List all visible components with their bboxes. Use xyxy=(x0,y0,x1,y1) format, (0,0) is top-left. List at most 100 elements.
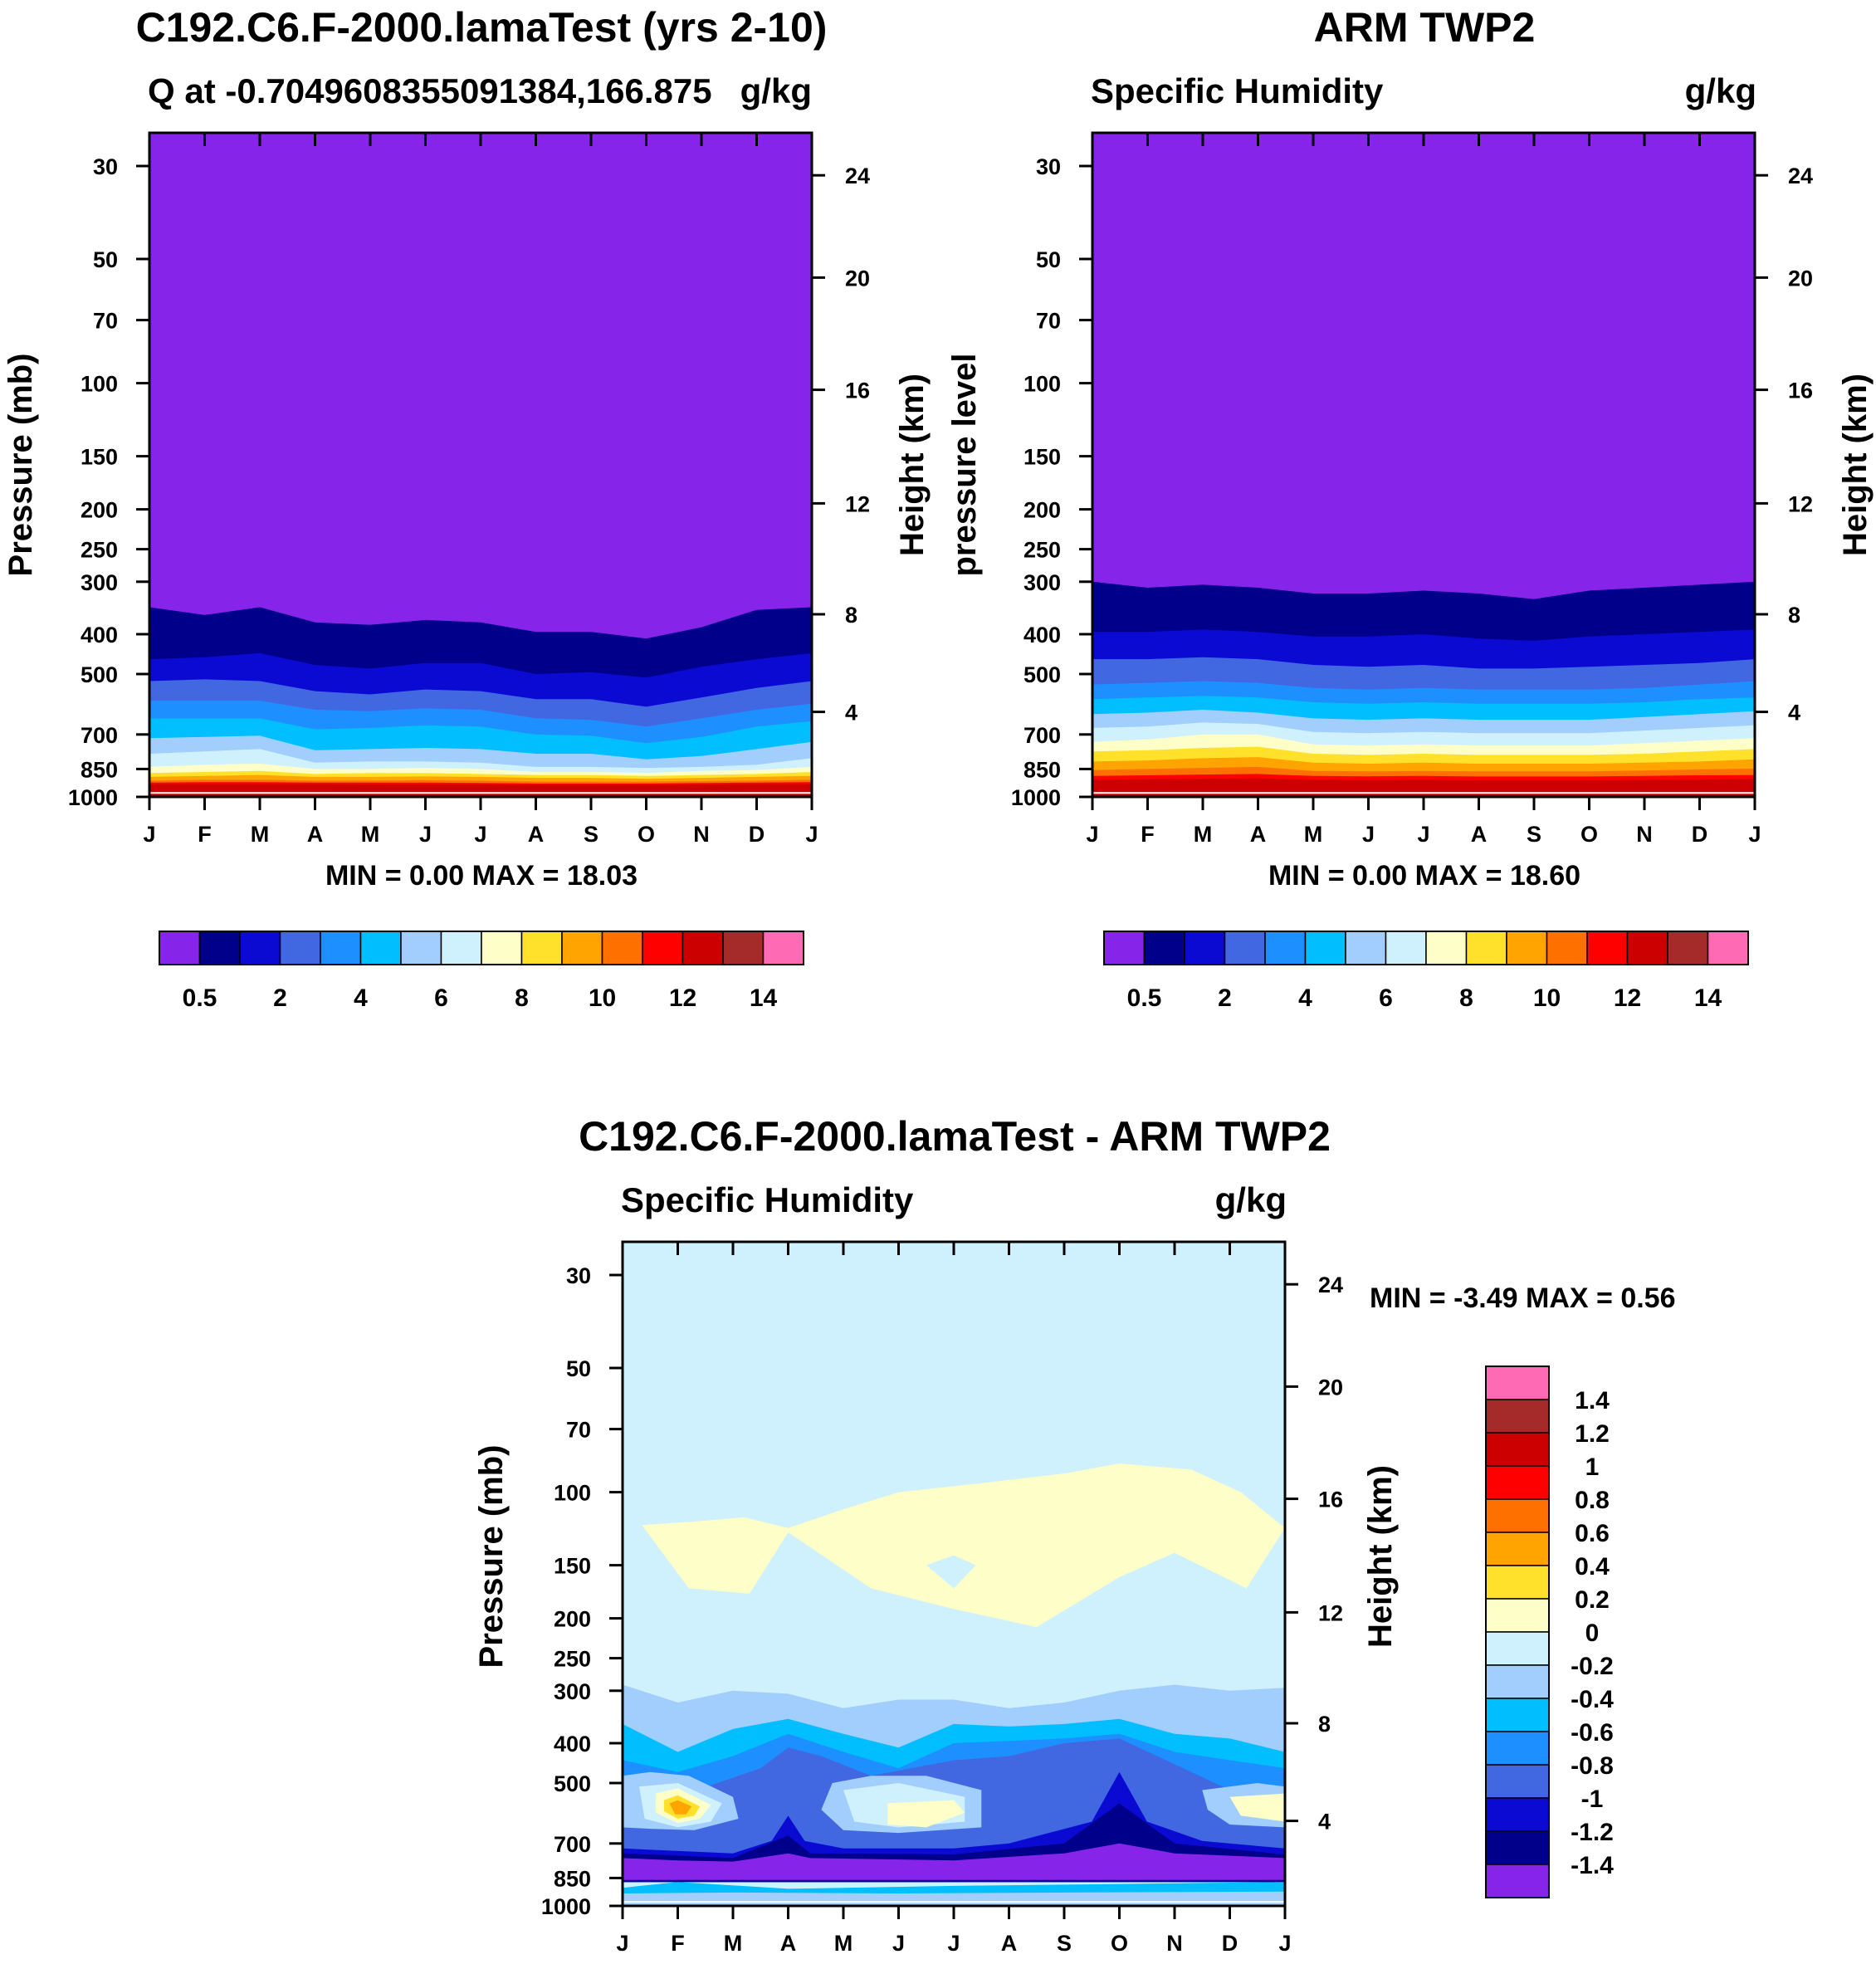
colorbar-box xyxy=(279,931,321,965)
y-tick-label: 200 xyxy=(1023,498,1061,523)
colorbar-label: 0.4 xyxy=(1575,1553,1610,1580)
x-tick-label: J xyxy=(1278,1931,1291,1956)
colorbar-box xyxy=(159,931,201,965)
y-tick-label: 100 xyxy=(81,372,118,397)
y2-tick-label: 12 xyxy=(845,491,870,516)
panel-diff-axes: J F M A M J J A S O N D J 30 50 70 100 150 200 250 300 400 500… xyxy=(541,1240,1343,1956)
y-tick-label: 30 xyxy=(1036,154,1061,179)
colorbar-box xyxy=(1485,1731,1550,1766)
colorbar-box xyxy=(1485,1864,1550,1898)
panel-obs-subtitle-right: g/kg xyxy=(1685,71,1756,110)
colorbar-label: 0.6 xyxy=(1575,1520,1610,1547)
y2-tick-label: 8 xyxy=(845,603,857,628)
colorbar-frame xyxy=(159,931,804,965)
x-tick-label: J xyxy=(419,822,432,847)
colorbar-box xyxy=(1586,931,1629,965)
colorbar-label: -1.2 xyxy=(1571,1819,1614,1846)
panel-model-minmax: MIN = 0.00 MAX = 18.03 xyxy=(325,860,638,892)
colorbar-label: 2 xyxy=(1218,984,1232,1012)
y-tick-label: 70 xyxy=(566,1418,591,1443)
colorbar-box xyxy=(359,931,402,965)
colorbar-label: 1.4 xyxy=(1575,1387,1610,1414)
panel-model-title: C192.C6.F-2000.lamaTest (yrs 2-10) xyxy=(136,4,828,51)
y2-tick-label: 12 xyxy=(1318,1600,1343,1625)
colorbar-box xyxy=(561,931,603,965)
x-tick-label: J xyxy=(1362,822,1375,847)
colorbar-label: 8 xyxy=(515,984,529,1012)
diff-blob-dec-pos xyxy=(1229,1793,1285,1822)
colorbar-label: 6 xyxy=(1379,984,1393,1012)
x-tick-label: A xyxy=(1250,822,1267,847)
x-tick-label: M xyxy=(834,1931,853,1956)
diff-blob-f-04 xyxy=(669,1800,692,1815)
y-tick-label: 150 xyxy=(81,445,118,470)
panel-model-ylabel: Pressure (mb) xyxy=(2,354,39,577)
y-tick-label: 30 xyxy=(566,1263,591,1288)
colorbar-box xyxy=(1506,931,1548,965)
panel-obs-ylabel: pressure level xyxy=(946,353,983,576)
colorbar-box xyxy=(1707,931,1749,965)
diff-upper-hole xyxy=(926,1555,976,1589)
colorbar-box xyxy=(722,931,765,965)
colorbar-box xyxy=(1304,931,1346,965)
y-tick-label: 400 xyxy=(554,1732,591,1756)
y-tick-label: 70 xyxy=(1036,309,1061,334)
colorbar-label: -0.8 xyxy=(1571,1752,1614,1780)
diff-surface-lighter xyxy=(623,1891,1285,1906)
y-tick-label: 700 xyxy=(81,723,118,748)
y-tick-label: 100 xyxy=(1023,372,1061,397)
x-tick-label: A xyxy=(307,822,324,847)
panel-obs-axes: J F M A M J J A S O N D J 30 50 70 100 150 200 250 300 400 500… xyxy=(1011,131,1813,847)
x-tick-label: F xyxy=(1141,822,1155,847)
colorbar-label: 14 xyxy=(1694,984,1722,1012)
x-tick-label: N xyxy=(693,822,710,847)
y-tick-label: 50 xyxy=(1036,247,1061,272)
x-tick-label: A xyxy=(1001,1931,1018,1956)
y-tick-label: 850 xyxy=(554,1866,591,1891)
panel-obs-ylabel-right: Height (km) xyxy=(1837,374,1874,556)
colorbar-label: 12 xyxy=(1614,984,1641,1012)
x-tick-label: N xyxy=(1166,1931,1183,1956)
y2-tick-label: 8 xyxy=(1318,1712,1331,1737)
colorbar-label: 1 xyxy=(1585,1453,1600,1481)
colorbar-label: 0.5 xyxy=(183,984,217,1012)
colorbar-box xyxy=(198,931,241,965)
x-tick-label: J xyxy=(892,1931,905,1956)
panel-model-plot xyxy=(149,133,812,797)
colorbar-box xyxy=(1485,1797,1550,1832)
panel-diff-subtitle-left: Specific Humidity xyxy=(621,1180,914,1219)
x-tick-label: A xyxy=(528,822,545,847)
y-tick-label: 500 xyxy=(81,662,118,687)
colorbar-box xyxy=(1485,1830,1550,1865)
colorbar-label: 10 xyxy=(1533,984,1561,1012)
colorbar-box xyxy=(1485,1532,1550,1566)
x-tick-label: J xyxy=(1748,822,1761,847)
x-tick-label: M xyxy=(1304,822,1323,847)
colorbar-box xyxy=(1667,931,1709,965)
colorbar-box xyxy=(520,931,563,965)
y2-tick-label: 24 xyxy=(1788,164,1813,188)
y2-tick-label: 24 xyxy=(845,164,870,188)
panel-diff-plot xyxy=(623,1242,1285,1906)
diff-neg-14 xyxy=(623,1843,1285,1880)
colorbar-box xyxy=(1485,1664,1550,1699)
colorbar-box xyxy=(1224,931,1266,965)
colorbar-box xyxy=(1465,931,1507,965)
colorbar-box xyxy=(239,931,281,965)
colorbar-box xyxy=(1385,931,1427,965)
x-tick-label: F xyxy=(198,822,212,847)
colorbar-box xyxy=(1485,1598,1550,1633)
contour-band-13 xyxy=(1092,778,1755,797)
x-tick-label: D xyxy=(1222,1931,1238,1956)
y-tick-label: 70 xyxy=(93,309,118,334)
x-tick-label: S xyxy=(1057,1931,1072,1956)
x-tick-label: J xyxy=(474,822,486,847)
y2-tick-label: 20 xyxy=(1788,266,1813,291)
x-tick-label: J xyxy=(143,822,155,847)
colorbar-box xyxy=(1485,1764,1550,1799)
y-tick-label: 400 xyxy=(1023,623,1061,647)
diff-positive-upper xyxy=(642,1463,1285,1628)
colorbar-label: -0.2 xyxy=(1571,1653,1614,1680)
y-tick-label: 250 xyxy=(1023,538,1061,563)
